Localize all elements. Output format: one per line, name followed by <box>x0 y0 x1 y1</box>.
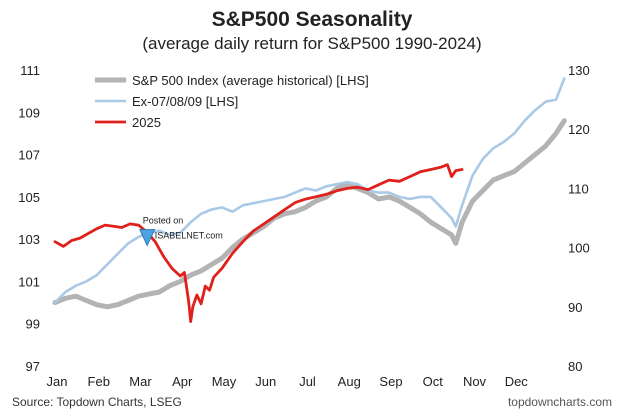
left-tick-label: 101 <box>18 274 40 289</box>
legend-label: S&P 500 Index (average historical) [LHS] <box>132 73 369 88</box>
x-tick-label: Nov <box>463 374 487 389</box>
left-tick-label: 105 <box>18 190 40 205</box>
x-tick-label: Mar <box>129 374 152 389</box>
annotation-isabelnet: ISABELNET.com <box>155 231 223 241</box>
x-tick-label: Feb <box>88 374 110 389</box>
series-line-2 <box>53 77 566 304</box>
x-tick-label: Sep <box>379 374 402 389</box>
left-tick-label: 103 <box>18 232 40 247</box>
chart-subtitle: (average daily return for S&P500 1990-20… <box>142 34 481 53</box>
left-tick-label: 109 <box>18 105 40 120</box>
annotation-posted-on: Posted on <box>143 216 184 226</box>
legend-label: Ex-07/08/09 [LHS] <box>132 94 238 109</box>
x-tick-label: Jun <box>255 374 276 389</box>
x-tick-label: Dec <box>505 374 529 389</box>
right-tick-label: 90 <box>568 300 582 315</box>
left-tick-label: 107 <box>18 148 40 163</box>
right-tick-label: 110 <box>568 181 589 196</box>
x-axis: Jan Feb Mar Apr May Jun Jul Aug Sep Oct Nov Dec <box>47 374 529 389</box>
x-tick-label: Aug <box>338 374 361 389</box>
x-tick-label: Oct <box>423 374 444 389</box>
left-tick-label: 99 <box>26 317 40 332</box>
right-tick-label: 80 <box>568 359 582 374</box>
right-tick-label: 100 <box>568 241 590 256</box>
x-tick-label: Jan <box>47 374 68 389</box>
series-lines <box>52 77 567 323</box>
left-y-axis: 97 99 101 103 105 107 109 111 <box>18 63 40 374</box>
isabelnet-logo-icon <box>139 229 156 247</box>
source-note: Source: Topdown Charts, LSEG <box>12 395 182 409</box>
left-tick-label: 111 <box>20 63 40 78</box>
posted-on-annotation: Posted on ISABELNET.com <box>139 216 223 247</box>
legend-label: 2025 <box>132 115 161 130</box>
right-tick-label: 120 <box>568 122 590 137</box>
chart-title: S&P500 Seasonality <box>212 8 413 31</box>
right-tick-label: 130 <box>568 63 590 78</box>
left-tick-label: 97 <box>26 359 40 374</box>
right-y-axis: 80 90 100 110 120 130 <box>568 63 590 374</box>
footer-site: topdowncharts.com <box>508 395 612 409</box>
x-tick-label: May <box>212 374 237 389</box>
series-line-1 <box>52 118 567 310</box>
x-tick-label: Jul <box>299 374 316 389</box>
x-tick-label: Apr <box>172 374 193 389</box>
legend: S&P 500 Index (average historical) [LHS]… <box>95 73 369 130</box>
series-line-3 <box>53 163 464 323</box>
